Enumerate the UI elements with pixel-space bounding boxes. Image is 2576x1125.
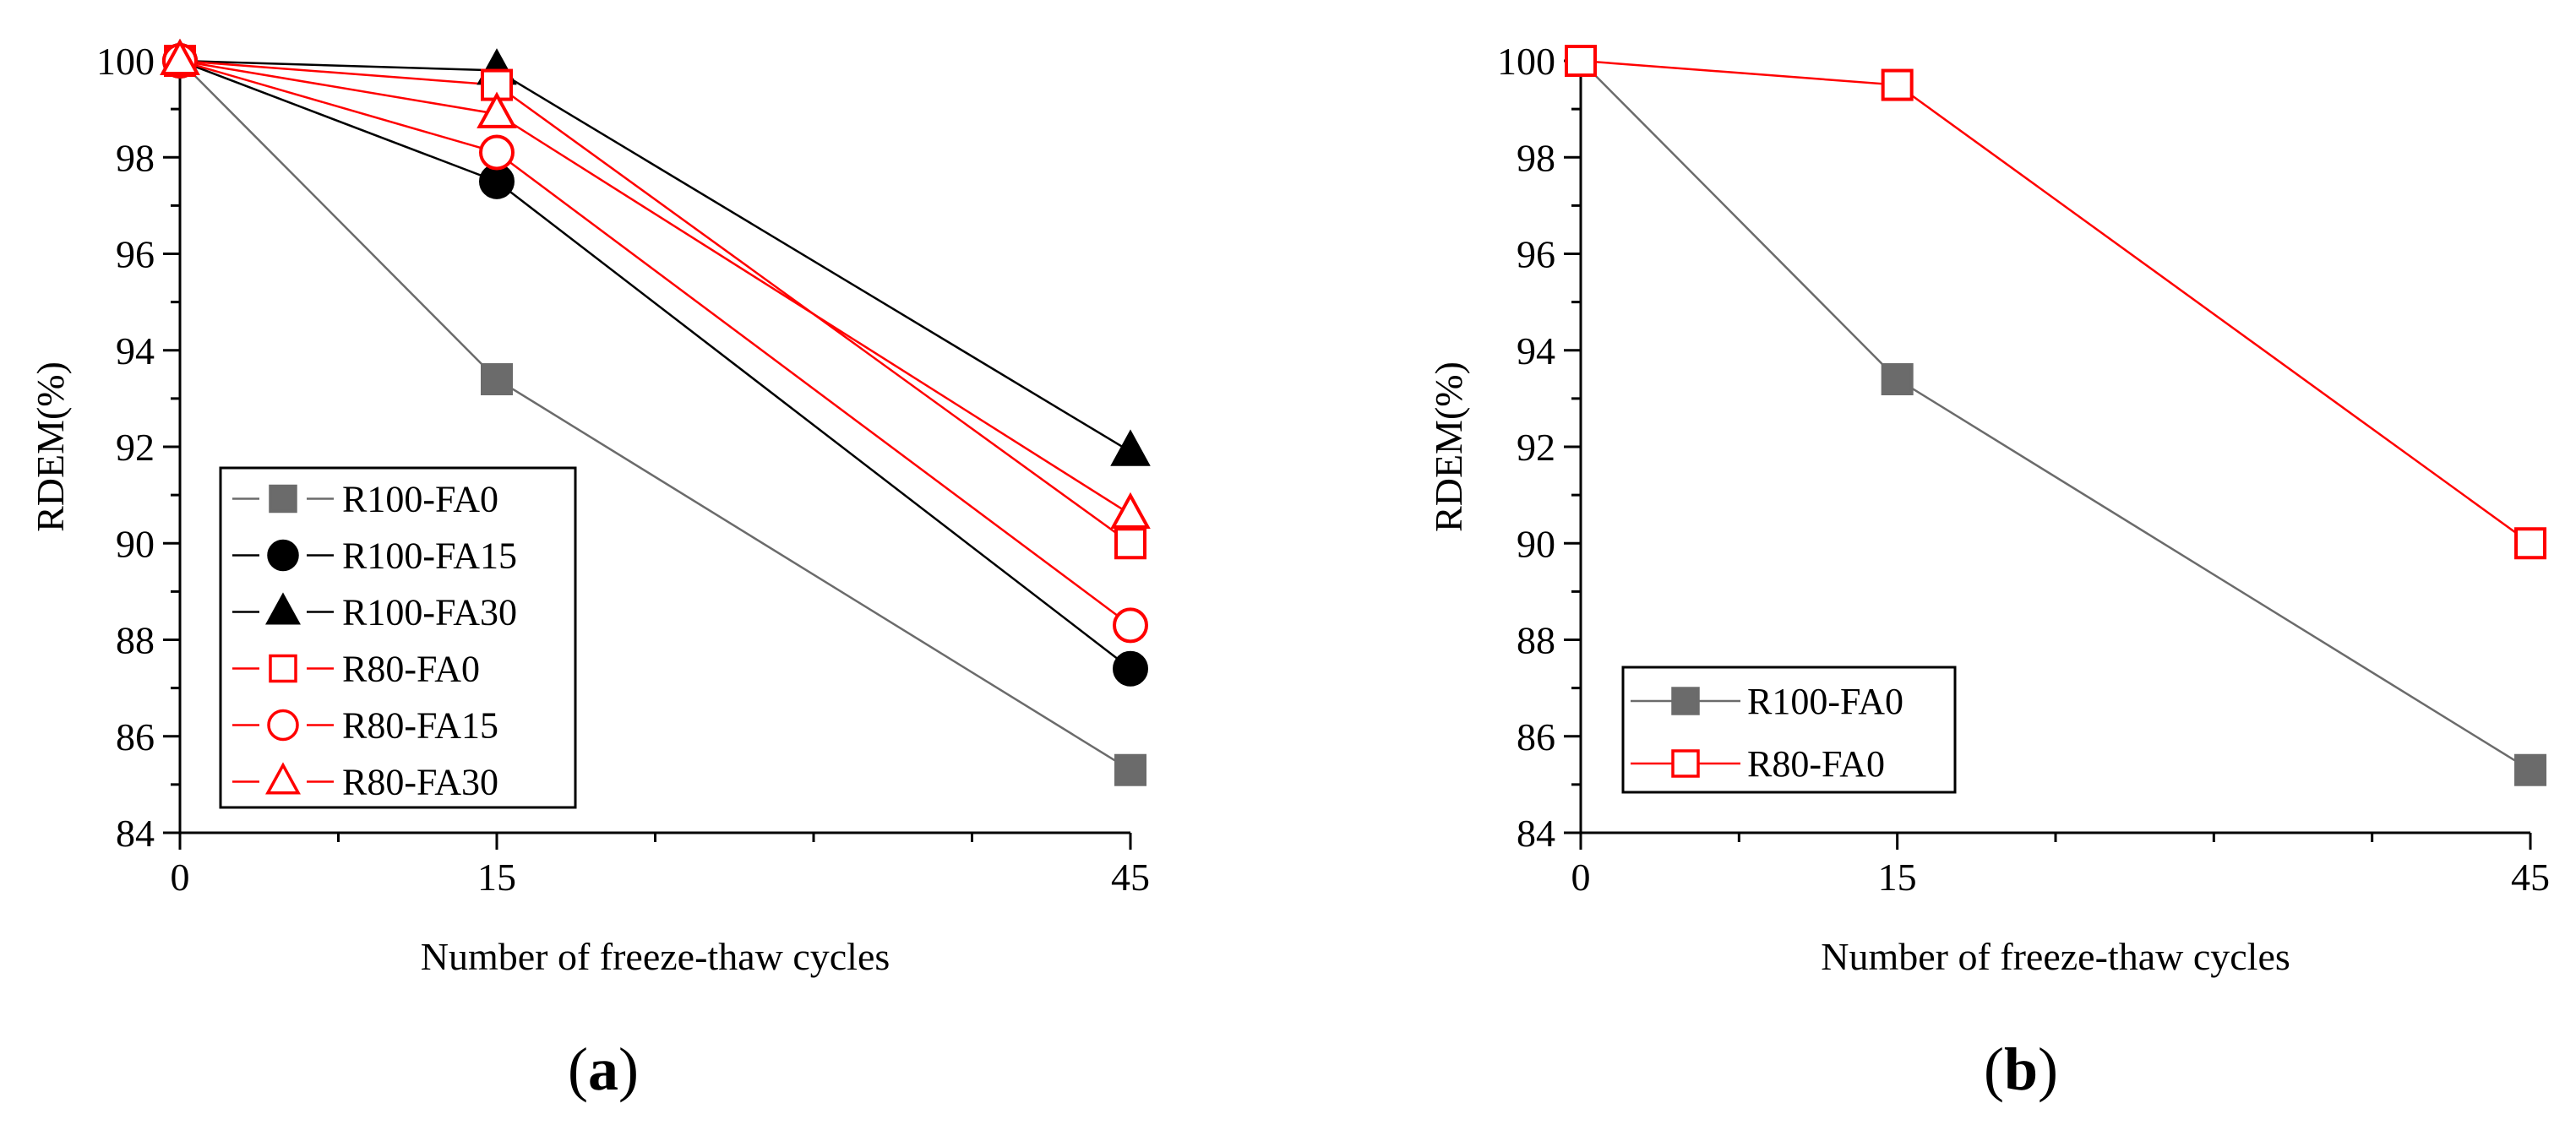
legend-marker-R100-FA0 [1671, 687, 1700, 715]
panel-label: (b) [1984, 1035, 2058, 1103]
data-point-R80-FA30 [160, 38, 200, 75]
legend-marker-R100-FA30 [265, 592, 301, 625]
y-tick-label: 92 [116, 426, 155, 469]
x-tick-label: 15 [477, 856, 516, 899]
y-tick-label: 100 [1497, 40, 1555, 83]
y-tick-label: 94 [1517, 329, 1555, 372]
y-tick-label: 86 [116, 715, 155, 758]
legend-label-R100-FA30: R100-FA30 [342, 592, 517, 633]
legend-marker-R80-FA0 [269, 654, 297, 683]
series-line-R80-FA0 [1580, 59, 2531, 545]
x-tick-label: 0 [1571, 856, 1591, 899]
y-tick-label: 86 [1517, 715, 1555, 758]
legend-label-R80-FA30: R80-FA30 [342, 762, 498, 803]
legend-label-R100-FA0: R100-FA0 [342, 479, 498, 520]
data-point-R100-FA15 [1113, 650, 1148, 687]
series-line-R100-FA0 [1580, 60, 2531, 771]
data-point-R100-FA0 [1114, 753, 1146, 786]
data-point-R80-FA0 [1565, 45, 1597, 77]
data-point-R80-FA0 [2514, 527, 2546, 560]
legend-marker-R80-FA30 [265, 762, 301, 795]
x-axis-label: Number of freeze-thaw cycles [421, 935, 890, 978]
legend-marker-R80-FA0 [1671, 749, 1700, 778]
y-tick-label: 88 [116, 619, 155, 662]
data-point-R80-FA0 [1881, 68, 1914, 101]
legend-marker-R100-FA15 [267, 539, 299, 572]
x-tick-label: 45 [1111, 856, 1150, 899]
legend-label-R100-FA15: R100-FA15 [342, 535, 517, 577]
x-tick-label: 0 [171, 856, 190, 899]
y-tick-label: 96 [116, 233, 155, 276]
y-tick-label: 100 [96, 40, 155, 83]
y-tick-label: 94 [116, 329, 155, 372]
data-point-R80-FA0 [1114, 527, 1146, 560]
y-tick-label: 88 [1517, 619, 1555, 662]
y-tick-label: 96 [1517, 233, 1555, 276]
x-axis-label: Number of freeze-thaw cycles [1821, 935, 2290, 978]
y-tick-label: 90 [116, 522, 155, 565]
x-tick-label: 15 [1878, 856, 1917, 899]
y-axis-label: RDEM(%) [1427, 361, 1470, 532]
series-line-R80-FA30 [179, 59, 1131, 516]
y-tick-label: 84 [1517, 812, 1555, 855]
data-point-R80-FA30 [477, 91, 517, 128]
data-point-R100-FA0 [481, 363, 513, 396]
data-point-R100-FA0 [2514, 753, 2546, 786]
legend-label-R80-FA0: R80-FA0 [342, 649, 480, 690]
data-point-R100-FA0 [1881, 363, 1914, 396]
legend-label-R80-FA0: R80-FA0 [1747, 743, 1885, 785]
data-point-R80-FA15 [479, 134, 515, 171]
series-line-R100-FA30 [179, 59, 1131, 453]
panel-label: (a) [568, 1035, 639, 1103]
data-point-R100-FA30 [1110, 429, 1151, 466]
y-axis-label: RDEM(%) [29, 361, 72, 532]
legend-box [219, 466, 577, 809]
data-point-R80-FA15 [1113, 607, 1148, 644]
chart-panel-b: 84 86 88 90 92 94 96 98 100 0 15 45 Number of freeze… [1427, 40, 2550, 1103]
y-tick-label: 84 [116, 812, 155, 855]
x-tick-label: 45 [2511, 856, 2550, 899]
y-tick-label: 98 [116, 136, 155, 179]
legend-label-R80-FA15: R80-FA15 [342, 705, 498, 747]
chart-panel-a: 84 86 88 90 92 94 96 98 100 0 15 45 Number of freeze… [29, 38, 1151, 1103]
legend-label-R100-FA0: R100-FA0 [1747, 681, 1903, 722]
legend-marker-R80-FA15 [267, 709, 299, 742]
data-point-R80-FA30 [1110, 492, 1151, 529]
y-tick-label: 92 [1517, 426, 1555, 469]
legend-marker-R100-FA0 [269, 484, 297, 514]
y-tick-label: 98 [1517, 136, 1555, 179]
y-tick-label: 90 [1517, 522, 1555, 565]
